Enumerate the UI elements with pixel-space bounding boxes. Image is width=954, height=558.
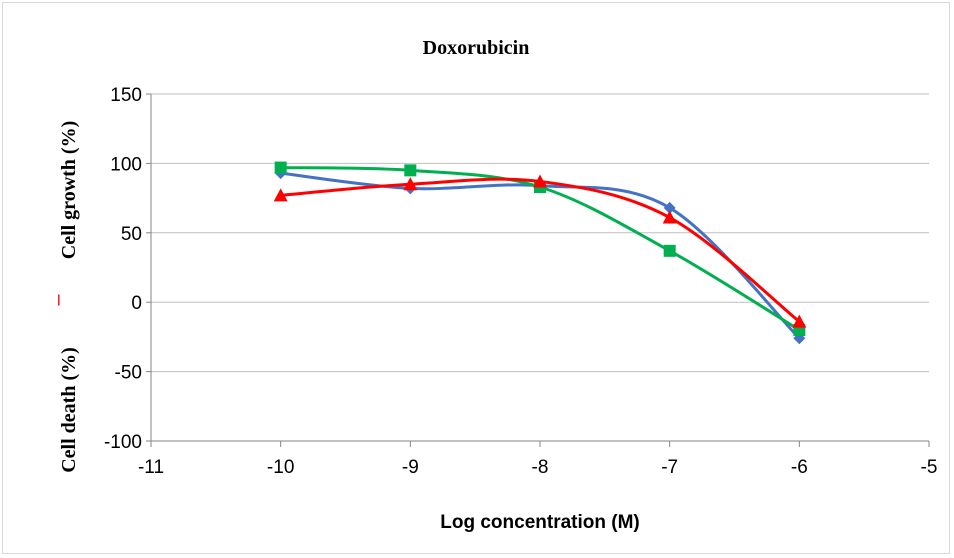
data-point [274,161,287,174]
tick-labels: -100 -50 0 50 100 150 -11 -10 -9 -8 -7 -6 -5 [104,85,937,478]
y-axis-label-death: Cell death (%) [58,347,80,473]
grid-lines [151,93,929,373]
data-point [662,210,677,224]
data-point [663,201,676,214]
data-point [404,164,417,177]
x-tick-label: -8 [532,457,549,478]
x-axis-label: Log concentration (M) [440,512,639,533]
y-axis-label-separator: – [47,294,69,306]
y-tick-label: -100 [104,432,142,453]
data-point [403,177,418,191]
series-group [273,161,807,345]
series-triangle [273,174,807,328]
y-tick-label: 100 [110,154,142,175]
chart-title: Doxorubicin [423,37,530,59]
x-tick-label: -6 [791,457,808,478]
data-point [663,244,676,257]
data-point [273,188,288,202]
y-tick-label: -50 [115,363,142,384]
axes [146,93,930,447]
x-tick-label: -5 [921,457,938,478]
y-tick-label: 0 [131,293,142,314]
y-tick-label: 150 [110,85,142,106]
y-axis-label-growth: Cell growth (%) [58,121,80,260]
x-tick-label: -9 [402,457,419,478]
data-point [792,314,807,328]
x-tick-label: -10 [267,457,294,478]
y-tick-label: 50 [121,224,142,245]
data-point [533,174,547,188]
x-tick-label: -7 [661,457,678,478]
x-tick-label: -11 [138,457,164,478]
